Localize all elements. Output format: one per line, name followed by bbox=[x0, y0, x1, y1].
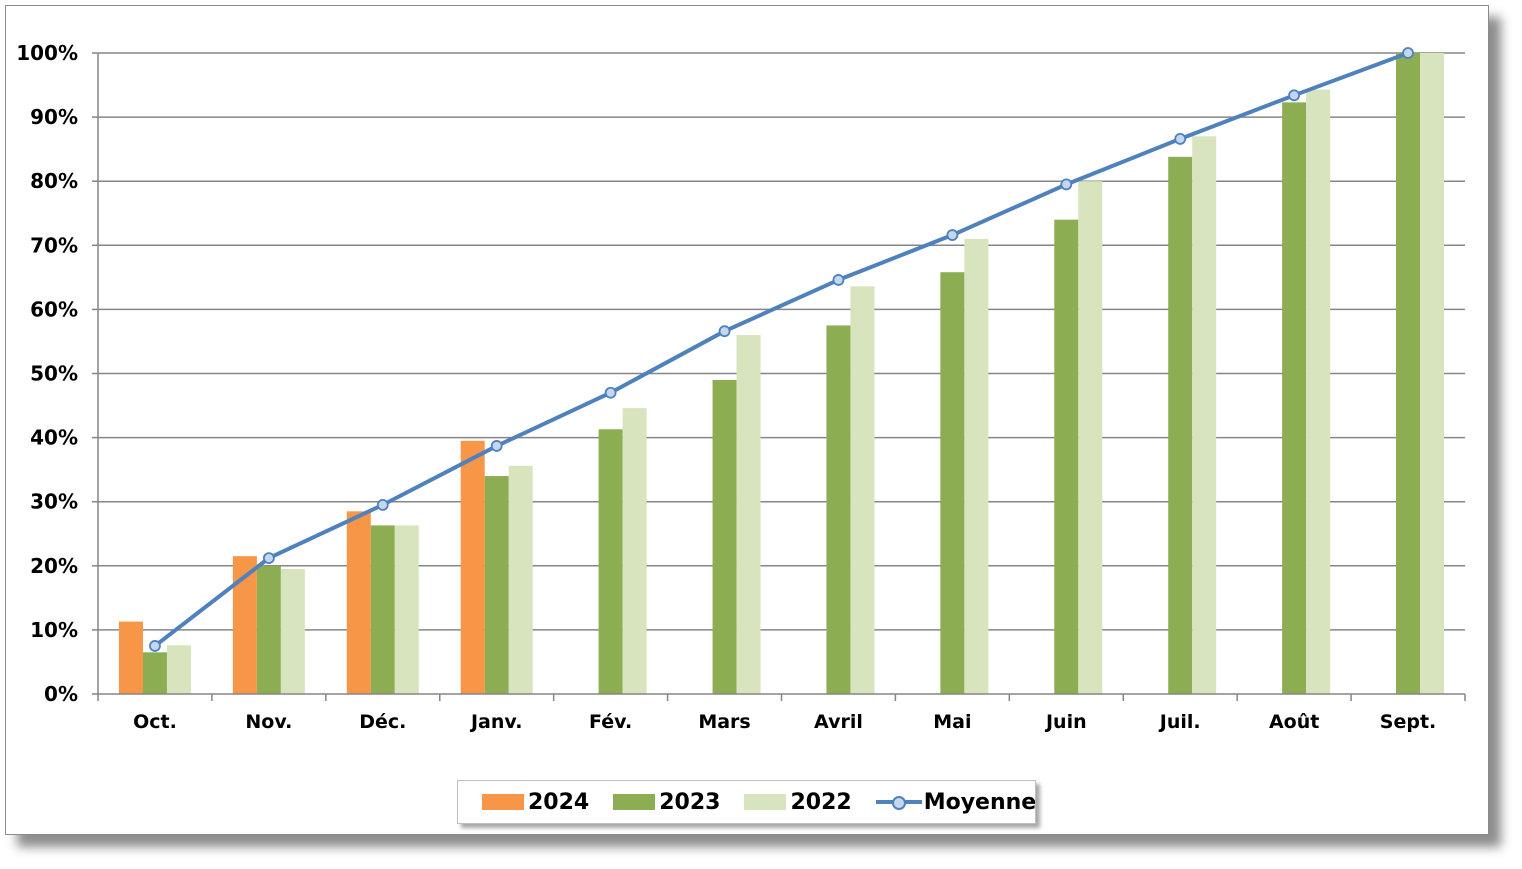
point-moyenne bbox=[832, 274, 845, 286]
bar-2022 bbox=[166, 645, 191, 694]
legend-swatch-2022 bbox=[744, 794, 787, 810]
x-tick-label: Déc. bbox=[359, 711, 406, 733]
bar-2023 bbox=[712, 379, 737, 694]
bar-2022 bbox=[1192, 136, 1217, 694]
y-tick-label: 40% bbox=[30, 426, 78, 450]
point-moyenne bbox=[1402, 47, 1414, 59]
point-moyenne bbox=[490, 440, 503, 452]
x-tick-label: Oct. bbox=[133, 711, 177, 733]
x-tick-label: Mars bbox=[698, 711, 750, 733]
bar-2022 bbox=[1306, 89, 1331, 695]
legend-item-2023: 2023 bbox=[613, 790, 720, 815]
point-moyenne bbox=[946, 229, 959, 241]
y-tick-label: 0% bbox=[44, 682, 78, 706]
bar-2023 bbox=[370, 525, 395, 694]
bar-2023 bbox=[826, 325, 851, 694]
legend-item-2022: 2022 bbox=[744, 789, 852, 815]
legend-swatch-moyenne bbox=[875, 794, 922, 810]
y-tick-label: 100% bbox=[16, 41, 78, 65]
gridlines bbox=[98, 52, 1465, 631]
x-tick-label: Fév. bbox=[589, 711, 632, 733]
bar-2022 bbox=[736, 335, 761, 694]
legend: 2024 2023 2022 Moyenne bbox=[457, 780, 1036, 824]
x-tick-label: Juin bbox=[1044, 711, 1087, 733]
y-tick-label: 50% bbox=[30, 362, 78, 386]
x-tick-label: Août bbox=[1269, 711, 1319, 733]
y-tick-label: 10% bbox=[30, 618, 78, 642]
bar-2023 bbox=[940, 272, 965, 694]
bar-2024 bbox=[118, 621, 143, 694]
bar-2022 bbox=[1078, 181, 1103, 694]
bar-2023 bbox=[1282, 102, 1307, 695]
point-moyenne bbox=[1174, 132, 1187, 145]
bar-2023 bbox=[598, 429, 623, 694]
y-tick-label: 80% bbox=[30, 169, 78, 193]
point-moyenne bbox=[149, 640, 161, 652]
legend-item-moyenne: Moyenne bbox=[875, 789, 1037, 815]
bar-2022 bbox=[394, 525, 419, 694]
y-tick-label: 90% bbox=[30, 105, 78, 129]
moyenne-line bbox=[149, 47, 1414, 652]
legend-label-2023: 2023 bbox=[659, 789, 721, 815]
legend-swatch-2024 bbox=[482, 794, 524, 810]
x-tick-labels: Oct. Nov. Déc. Janv. Fév. Mars Avril Mai Juin Jui… bbox=[133, 711, 1436, 733]
bar-2022 bbox=[964, 238, 989, 694]
x-tick-label: Avril bbox=[814, 711, 863, 733]
bar-2024 bbox=[232, 556, 257, 694]
legend-swatch-2023 bbox=[613, 794, 656, 810]
bar-2024 bbox=[346, 511, 371, 694]
x-tick-label: Janv. bbox=[469, 711, 522, 733]
bar-2023 bbox=[256, 565, 281, 694]
y-tick-labels: 0% 10% 20% 30% 40% 50% 60% 70% 80% 90% 100% bbox=[16, 41, 78, 706]
x-tick-label: Sept. bbox=[1380, 711, 1436, 733]
bar-2022 bbox=[850, 286, 875, 694]
legend-label-2022: 2022 bbox=[790, 789, 852, 815]
bar-2022 bbox=[622, 408, 647, 694]
bars bbox=[118, 53, 1445, 695]
line-moyenne bbox=[153, 51, 1409, 648]
point-moyenne bbox=[718, 325, 731, 338]
legend-label-moyenne: Moyenne bbox=[923, 789, 1037, 815]
bar-2023 bbox=[1396, 53, 1421, 694]
point-moyenne bbox=[604, 386, 617, 399]
bar-2024 bbox=[460, 440, 485, 694]
bar-2023 bbox=[142, 652, 167, 694]
y-tick-label: 70% bbox=[30, 233, 78, 257]
point-moyenne bbox=[1288, 89, 1301, 102]
axes bbox=[92, 52, 1466, 701]
x-tick-label: Juil. bbox=[1158, 711, 1201, 733]
bar-2022 bbox=[1420, 53, 1445, 694]
x-tick-label: Nov. bbox=[245, 711, 292, 733]
bar-2022 bbox=[508, 465, 533, 694]
y-tick-label: 60% bbox=[30, 297, 78, 321]
y-tick-label: 30% bbox=[30, 490, 78, 514]
legend-label-2024: 2024 bbox=[528, 789, 590, 815]
bar-2022 bbox=[280, 569, 305, 694]
point-moyenne bbox=[376, 499, 389, 511]
y-tick-label: 20% bbox=[30, 554, 78, 578]
bar-2023 bbox=[1054, 219, 1079, 694]
point-moyenne bbox=[262, 552, 275, 565]
point-moyenne bbox=[1060, 178, 1073, 191]
legend-item-2024: 2024 bbox=[482, 790, 589, 815]
bar-2023 bbox=[484, 476, 509, 694]
x-tick-label: Mai bbox=[933, 711, 971, 733]
bar-2023 bbox=[1168, 156, 1193, 695]
